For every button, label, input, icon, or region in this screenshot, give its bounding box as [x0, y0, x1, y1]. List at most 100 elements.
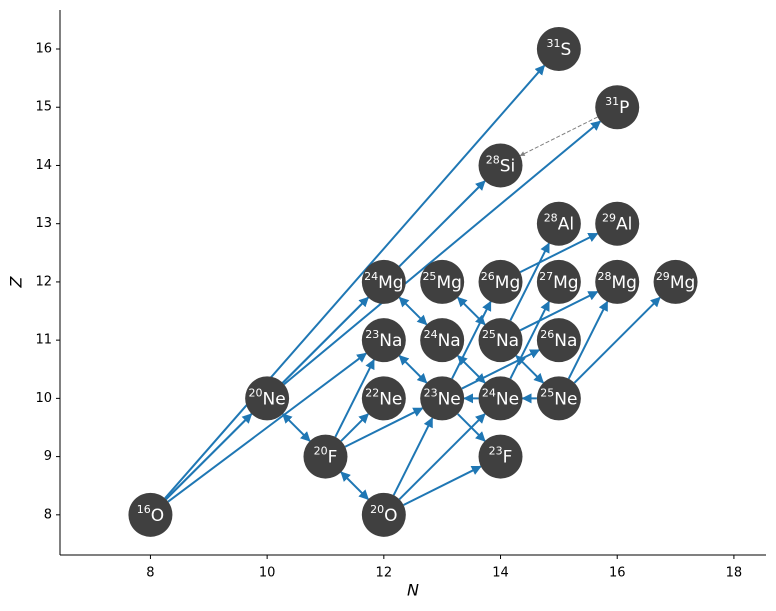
- arrow: [334, 358, 375, 438]
- mass-number: 29: [602, 212, 616, 225]
- mass-number: 20: [370, 503, 384, 516]
- arrow: [340, 413, 369, 442]
- nucleus-label: 25Na: [482, 328, 519, 351]
- element-symbol: Ne: [263, 389, 286, 409]
- nucleus-label: 28Si: [486, 153, 516, 176]
- arrow: [281, 296, 369, 384]
- y-tick-label: 10: [35, 391, 52, 406]
- arrow: [283, 120, 602, 386]
- mass-number: 28: [486, 153, 500, 166]
- element-symbol: P: [619, 98, 629, 118]
- element-symbol: O: [384, 506, 397, 526]
- nucleus: [420, 318, 465, 363]
- nucleus-label: 23Ne: [424, 386, 461, 409]
- mass-number: 29: [656, 270, 670, 283]
- mass-number: 23: [489, 445, 503, 458]
- mass-number: 31: [546, 37, 560, 50]
- y-axis-label: Z: [7, 275, 26, 288]
- nucleus: [245, 376, 290, 421]
- arrow: [340, 471, 369, 500]
- nucleus: [361, 376, 406, 421]
- edges: [164, 64, 661, 506]
- x-tick-label: 16: [609, 566, 626, 581]
- element-symbol: Mg: [553, 273, 578, 293]
- element-symbol: Mg: [495, 273, 520, 293]
- mass-number: 25: [540, 386, 554, 399]
- mass-number: 25: [482, 328, 496, 341]
- element-symbol: Na: [438, 331, 461, 351]
- mass-number: 23: [424, 386, 438, 399]
- nucleus: [303, 434, 348, 479]
- y-tick-label: 12: [35, 274, 52, 289]
- mass-number: 25: [422, 270, 436, 283]
- element-symbol: Mg: [670, 273, 695, 293]
- mass-number: 24: [364, 270, 378, 283]
- element-symbol: Mg: [611, 273, 636, 293]
- x-tick-label: 12: [376, 566, 393, 581]
- element-symbol: Ne: [379, 389, 402, 409]
- x-tick-label: 18: [726, 566, 743, 581]
- dashed-arrow: [519, 116, 598, 157]
- nucleus-label: 22Ne: [365, 386, 402, 409]
- element-symbol: F: [328, 448, 338, 468]
- mass-number: 23: [365, 328, 379, 341]
- arrow: [344, 407, 424, 448]
- arrow: [281, 413, 311, 442]
- nucleus-label: 29Mg: [656, 270, 695, 293]
- nucleus-label: 31S: [546, 37, 571, 60]
- nucleus: [653, 259, 698, 304]
- nucleus: [478, 259, 523, 304]
- nucleus: [595, 259, 640, 304]
- arrow: [457, 354, 486, 384]
- nucleus: [536, 376, 581, 421]
- arrow: [398, 354, 428, 384]
- arrow: [509, 300, 550, 380]
- mass-number: 22: [365, 386, 379, 399]
- nucleus-label: 24Mg: [364, 270, 403, 293]
- nucleus: [595, 85, 640, 130]
- arrow: [567, 300, 609, 380]
- arrow: [392, 417, 434, 496]
- x-tick-label: 10: [259, 566, 276, 581]
- mass-number: 16: [137, 503, 151, 516]
- nucleus: [536, 27, 581, 72]
- y-tick-label: 8: [44, 507, 52, 522]
- y-tick-label: 15: [35, 100, 52, 115]
- nucleus: [128, 492, 173, 537]
- x-tick-label: 14: [492, 566, 509, 581]
- y-tick-label: 16: [35, 42, 52, 57]
- arrow: [457, 296, 486, 326]
- nucleus-label: 20O: [370, 503, 397, 526]
- nucleus: [420, 259, 465, 304]
- arrow: [509, 242, 550, 321]
- nucleus-label: 27Mg: [539, 270, 578, 293]
- arrow: [519, 290, 599, 332]
- element-symbol: Ne: [496, 389, 519, 409]
- nucleus-label: 23F: [489, 445, 513, 468]
- mass-number: 31: [605, 95, 619, 108]
- mass-number: 27: [539, 270, 553, 283]
- x-axis-label: N: [407, 581, 419, 600]
- element-symbol: F: [503, 448, 513, 468]
- x-tick-label: 8: [146, 566, 154, 581]
- arrow: [403, 465, 482, 506]
- nucleus-label: 25Mg: [422, 270, 461, 293]
- mass-number: 24: [424, 328, 438, 341]
- nucleus: [420, 376, 465, 421]
- nucleus-label: 16O: [137, 503, 164, 526]
- element-symbol: S: [560, 40, 571, 60]
- nucleus: [478, 376, 523, 421]
- nucleus: [478, 143, 523, 188]
- y-tick-label: 9: [44, 449, 52, 464]
- arrow: [398, 296, 428, 326]
- nucleus: [361, 259, 406, 304]
- nucleus-label: 23Na: [365, 328, 402, 351]
- element-symbol: Ne: [554, 389, 577, 409]
- nucleus-label: 25Ne: [540, 386, 577, 409]
- element-symbol: Si: [500, 156, 516, 176]
- arrow: [164, 64, 546, 499]
- y-tick-label: 13: [35, 216, 52, 231]
- mass-number: 28: [597, 270, 611, 283]
